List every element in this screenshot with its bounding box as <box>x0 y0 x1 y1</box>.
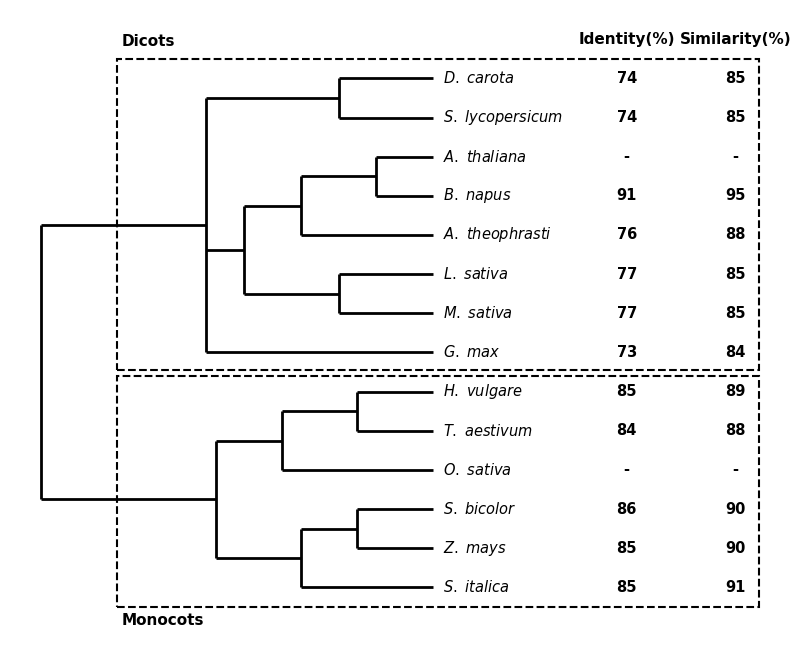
Text: 74: 74 <box>617 110 637 125</box>
Text: 85: 85 <box>617 384 637 399</box>
Text: Dicots: Dicots <box>122 34 175 49</box>
Text: $\mathit{H.\ vulgare}$: $\mathit{H.\ vulgare}$ <box>442 382 522 401</box>
Text: $\mathit{D.\ carota}$: $\mathit{D.\ carota}$ <box>442 71 514 86</box>
Text: $\mathit{A.\ thaliana}$: $\mathit{A.\ thaliana}$ <box>442 148 526 165</box>
Text: $\mathit{L.\ sativa}$: $\mathit{L.\ sativa}$ <box>442 266 508 282</box>
Text: 88: 88 <box>725 423 746 438</box>
Text: 85: 85 <box>617 580 637 595</box>
Text: 85: 85 <box>725 71 746 86</box>
Text: $\mathit{Z.\ mays}$: $\mathit{Z.\ mays}$ <box>442 539 506 558</box>
Text: -: - <box>732 462 738 477</box>
Text: 88: 88 <box>725 228 746 243</box>
Text: $\mathit{S.\ bicolor}$: $\mathit{S.\ bicolor}$ <box>442 501 516 517</box>
Text: $\mathit{G.\ max}$: $\mathit{G.\ max}$ <box>442 345 500 360</box>
Text: 86: 86 <box>617 502 637 517</box>
Text: $\mathit{S.\ lycopersicum}$: $\mathit{S.\ lycopersicum}$ <box>442 108 562 127</box>
Text: $\mathit{O.\ sativa}$: $\mathit{O.\ sativa}$ <box>442 462 511 478</box>
Text: -: - <box>624 149 630 164</box>
Text: $\mathit{T.\ aestivum}$: $\mathit{T.\ aestivum}$ <box>442 422 532 439</box>
Text: Identity(%): Identity(%) <box>578 31 675 46</box>
Text: -: - <box>732 149 738 164</box>
Text: 73: 73 <box>617 345 637 360</box>
Text: 90: 90 <box>725 541 746 556</box>
Text: 89: 89 <box>725 384 746 399</box>
Text: 91: 91 <box>617 188 637 203</box>
Text: 91: 91 <box>725 580 746 595</box>
Text: 90: 90 <box>725 502 746 517</box>
Text: $\mathit{S.\ italica}$: $\mathit{S.\ italica}$ <box>442 579 509 595</box>
Text: $\mathit{A.\ theophrasti}$: $\mathit{A.\ theophrasti}$ <box>442 226 551 245</box>
Text: 85: 85 <box>617 541 637 556</box>
Text: 84: 84 <box>617 423 637 438</box>
Text: -: - <box>624 462 630 477</box>
Text: 85: 85 <box>725 306 746 321</box>
Text: 95: 95 <box>725 188 746 203</box>
Text: 84: 84 <box>725 345 746 360</box>
Text: 77: 77 <box>617 267 637 282</box>
Text: 76: 76 <box>617 228 637 243</box>
Text: 74: 74 <box>617 71 637 86</box>
Bar <box>117 376 759 607</box>
Text: 85: 85 <box>725 267 746 282</box>
Text: $\mathit{M.\ sativa}$: $\mathit{M.\ sativa}$ <box>442 305 513 321</box>
Text: 85: 85 <box>725 110 746 125</box>
Bar <box>117 59 759 370</box>
Text: Monocots: Monocots <box>122 613 204 628</box>
Text: $\mathit{B.\ napus}$: $\mathit{B.\ napus}$ <box>442 186 511 205</box>
Text: Similarity(%): Similarity(%) <box>679 31 791 46</box>
Text: 77: 77 <box>617 306 637 321</box>
